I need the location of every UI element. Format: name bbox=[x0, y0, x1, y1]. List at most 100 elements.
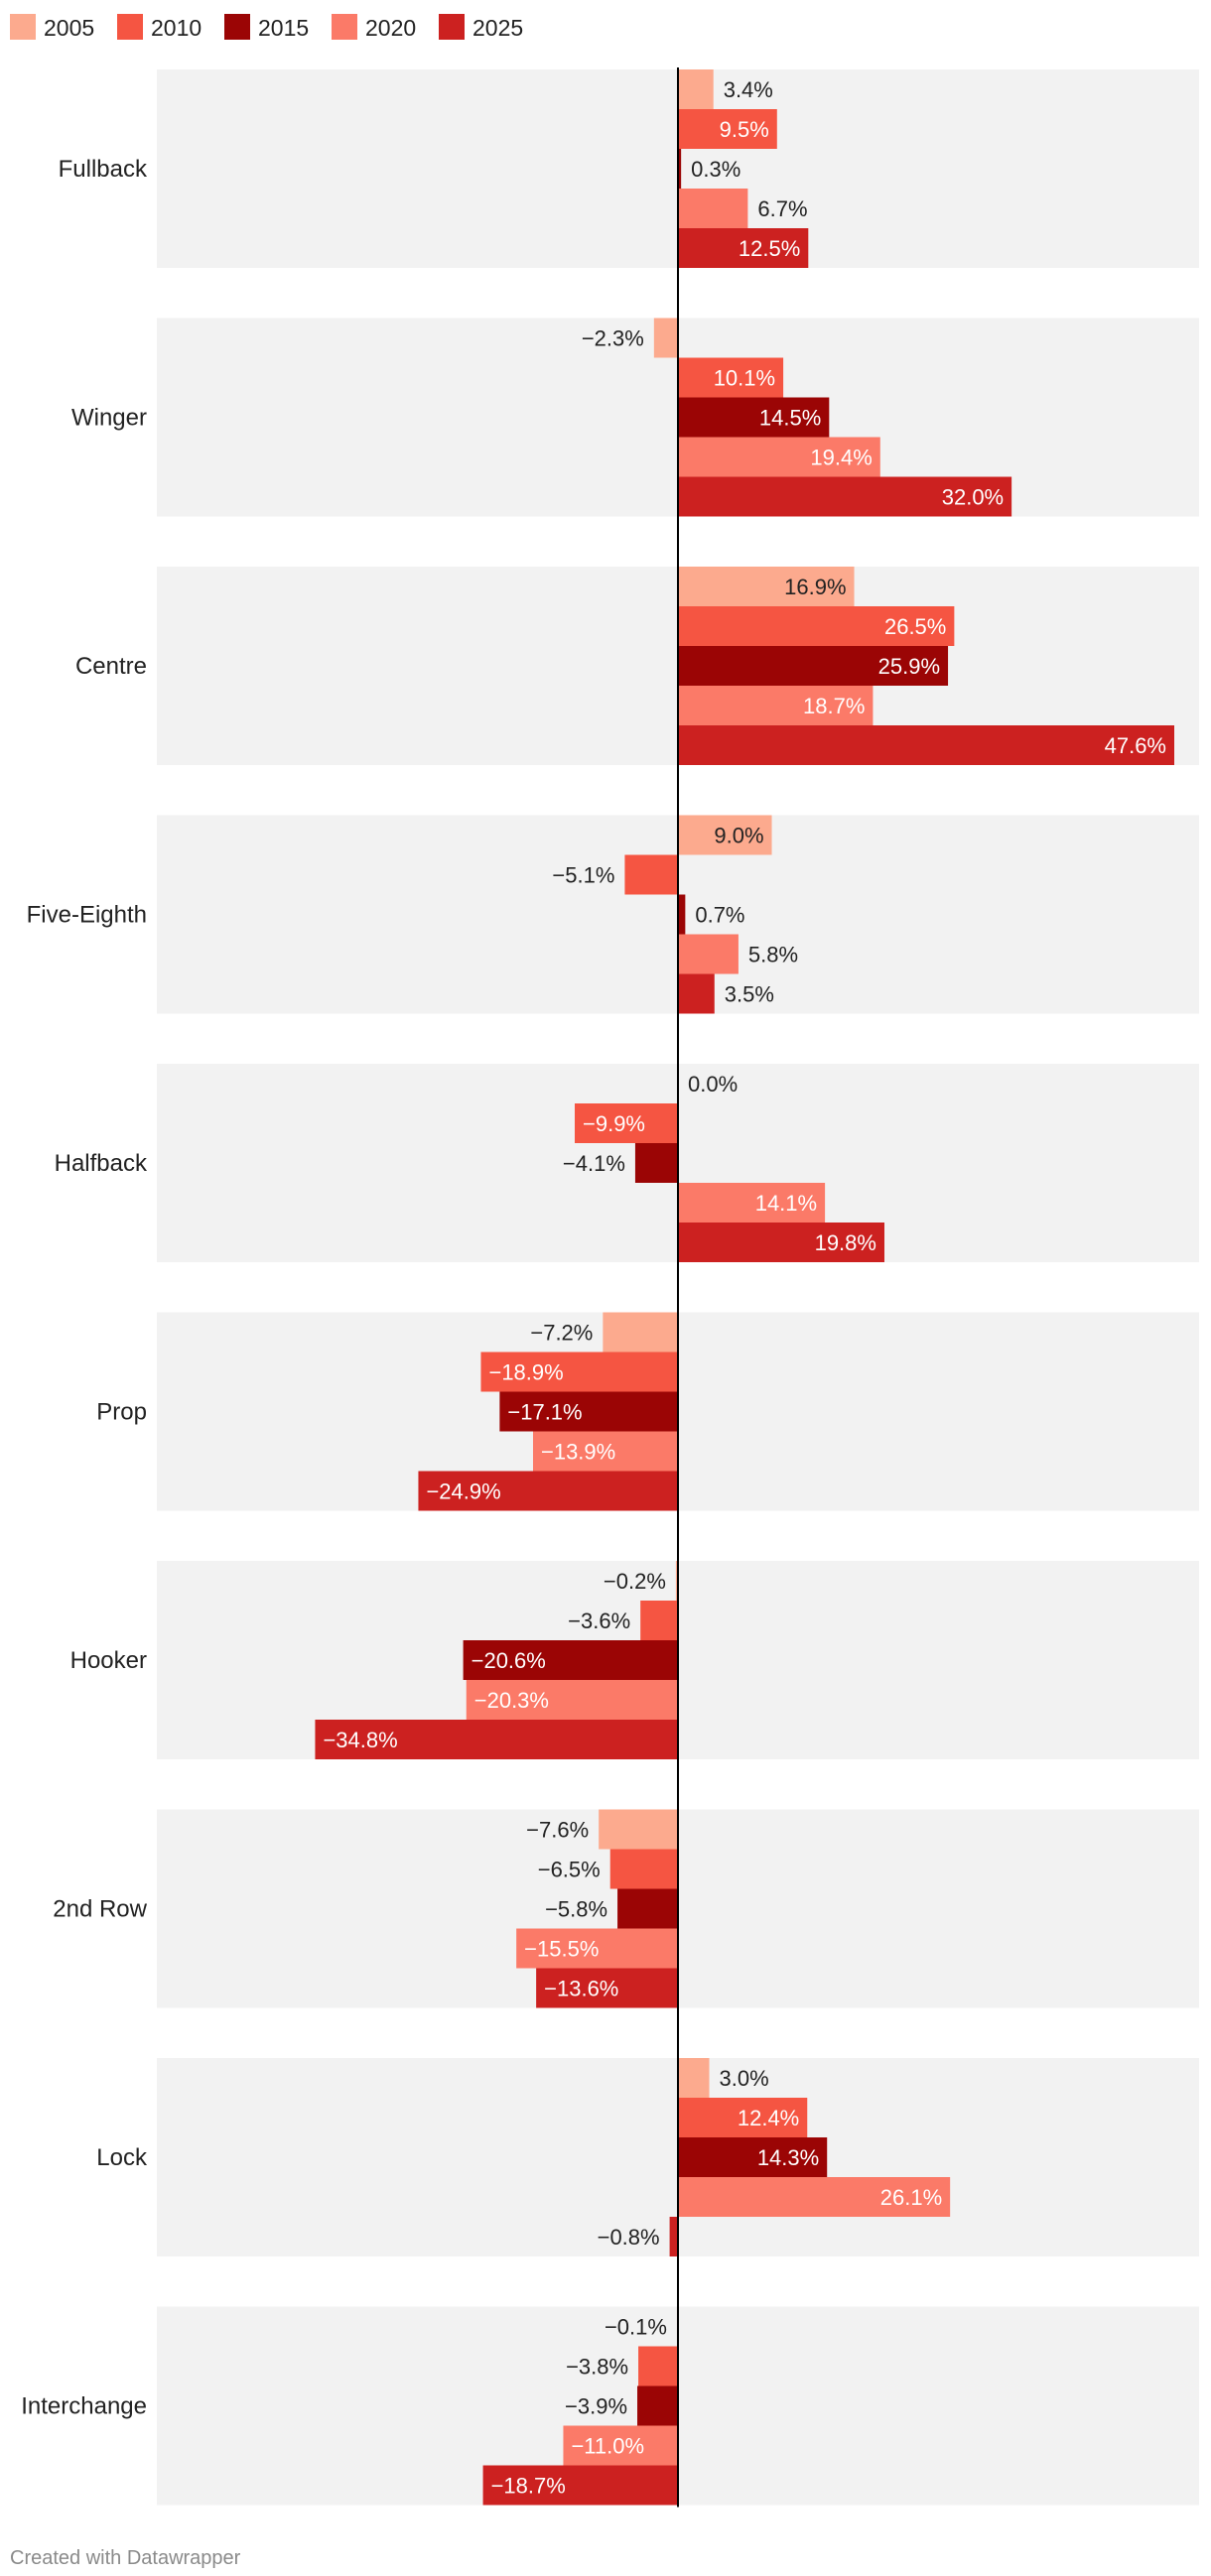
bar bbox=[617, 1888, 678, 1929]
category-label: Prop bbox=[96, 1399, 147, 1426]
data-label: −7.2% bbox=[530, 1321, 593, 1346]
data-label: 3.0% bbox=[720, 2066, 769, 2091]
data-label: 0.3% bbox=[691, 157, 740, 182]
data-label: 19.4% bbox=[810, 446, 872, 470]
bars bbox=[315, 69, 1174, 2506]
bar bbox=[678, 437, 880, 477]
data-label: −18.9% bbox=[488, 1360, 563, 1385]
legend-item-2015: 2015 bbox=[224, 14, 309, 41]
bar bbox=[638, 2346, 678, 2386]
data-label: −11.0% bbox=[571, 2434, 644, 2459]
category-label: Interchange bbox=[21, 2393, 147, 2420]
category-labels: Fullback Winger Centre Five-Eighth Halfback P… bbox=[21, 156, 148, 2420]
bar bbox=[418, 1471, 678, 1511]
data-label: 0.7% bbox=[695, 903, 744, 928]
data-label: 6.7% bbox=[757, 196, 807, 221]
data-label: −20.6% bbox=[471, 1648, 546, 1673]
bar bbox=[678, 1183, 826, 1223]
data-label: 5.8% bbox=[748, 943, 798, 967]
bar bbox=[536, 1968, 678, 2008]
data-label: −24.9% bbox=[426, 1480, 500, 1504]
data-label: −3.9% bbox=[565, 2394, 627, 2419]
category-label: Fullback bbox=[59, 156, 148, 183]
data-label: 19.8% bbox=[815, 1230, 876, 1255]
data-label: 9.5% bbox=[720, 117, 769, 142]
bar bbox=[678, 2177, 951, 2217]
bar bbox=[678, 149, 682, 189]
bar bbox=[624, 854, 678, 895]
data-label: −20.3% bbox=[474, 1688, 549, 1713]
legend-label: 2010 bbox=[151, 15, 202, 41]
data-label: −0.1% bbox=[605, 2315, 667, 2340]
bar bbox=[678, 109, 777, 149]
bar bbox=[678, 357, 784, 398]
data-label: 32.0% bbox=[942, 485, 1004, 510]
data-label: −0.2% bbox=[604, 1569, 666, 1594]
bar bbox=[516, 1928, 678, 1969]
legend-item-2020: 2020 bbox=[332, 14, 416, 41]
data-label: 18.7% bbox=[803, 694, 865, 718]
bar bbox=[466, 1680, 678, 1720]
data-label: 14.5% bbox=[759, 406, 821, 431]
bar bbox=[675, 1561, 678, 1601]
bar bbox=[609, 1849, 678, 1889]
bar bbox=[463, 1640, 678, 1680]
data-label: 3.4% bbox=[724, 77, 773, 102]
data-label: 26.5% bbox=[884, 614, 946, 639]
data-label: −15.5% bbox=[524, 1937, 599, 1962]
data-label: −17.1% bbox=[507, 1400, 582, 1425]
data-label: −3.8% bbox=[566, 2355, 628, 2380]
data-label: 10.1% bbox=[714, 366, 775, 391]
data-label: −9.9% bbox=[583, 1111, 645, 1136]
data-label: −0.8% bbox=[598, 2225, 660, 2250]
data-label: −4.1% bbox=[563, 1151, 625, 1176]
bar bbox=[678, 2098, 808, 2137]
bar bbox=[678, 725, 1174, 765]
data-label: −5.8% bbox=[545, 1897, 607, 1922]
legend-item-2025: 2025 bbox=[439, 14, 523, 41]
data-label: 16.9% bbox=[784, 575, 846, 599]
legend-label: 2005 bbox=[44, 15, 94, 41]
data-label: 9.0% bbox=[714, 824, 763, 848]
bar bbox=[678, 397, 830, 438]
bar bbox=[678, 606, 955, 646]
legend-item-2010: 2010 bbox=[117, 14, 202, 41]
data-label: 25.9% bbox=[878, 654, 940, 679]
data-label: 3.5% bbox=[725, 982, 774, 1007]
data-label: −5.1% bbox=[552, 863, 614, 888]
category-label: Five-Eighth bbox=[27, 902, 147, 929]
category-label: Lock bbox=[96, 2144, 148, 2171]
bar bbox=[678, 2058, 710, 2098]
bar bbox=[669, 2217, 678, 2256]
legend-swatch bbox=[117, 14, 143, 40]
bar bbox=[532, 1431, 678, 1472]
bar bbox=[637, 2385, 678, 2426]
bar bbox=[678, 228, 809, 268]
data-label: 26.1% bbox=[880, 2185, 942, 2210]
data-label: −7.6% bbox=[526, 1818, 589, 1843]
bar bbox=[634, 1143, 678, 1183]
data-label: −13.6% bbox=[544, 1977, 618, 2001]
data-label: −18.7% bbox=[491, 2474, 566, 2499]
legend-swatch bbox=[332, 14, 357, 40]
data-label: −13.9% bbox=[541, 1440, 615, 1465]
data-label: −6.5% bbox=[538, 1858, 601, 1882]
bar bbox=[678, 69, 714, 109]
bar bbox=[678, 646, 949, 686]
bar bbox=[499, 1391, 678, 1432]
bar bbox=[678, 189, 748, 228]
bar bbox=[575, 1103, 678, 1143]
data-label: 14.1% bbox=[755, 1191, 817, 1216]
bar bbox=[599, 1809, 678, 1850]
bar bbox=[563, 2425, 678, 2466]
legend: 2005 2010 2015 2020 2025 bbox=[10, 14, 523, 41]
bar bbox=[315, 1720, 678, 1759]
data-label: 12.4% bbox=[738, 2106, 799, 2130]
data-label: 0.0% bbox=[688, 1072, 738, 1096]
category-label: Winger bbox=[71, 405, 147, 432]
bar bbox=[640, 1601, 678, 1640]
legend-label: 2020 bbox=[365, 15, 416, 41]
data-label: 12.5% bbox=[739, 236, 800, 261]
category-label: Halfback bbox=[55, 1150, 148, 1177]
